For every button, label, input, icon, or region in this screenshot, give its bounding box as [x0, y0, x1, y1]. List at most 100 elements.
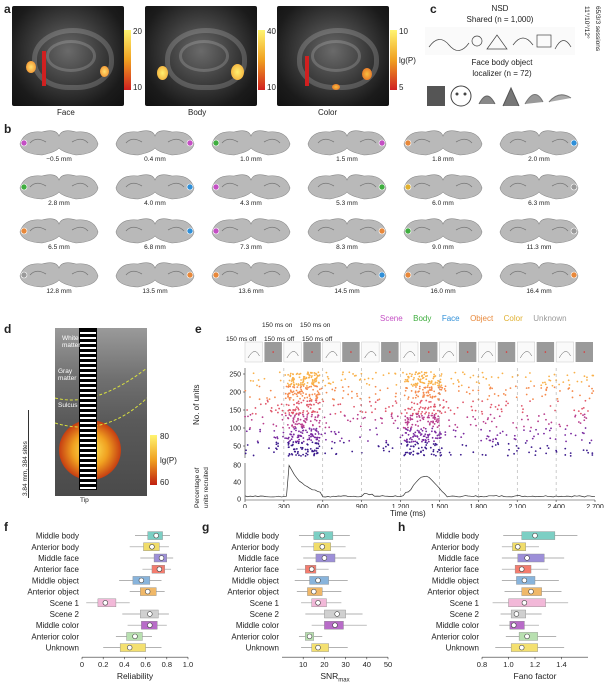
recording-site-marker — [20, 139, 28, 147]
category-label: Middle body — [436, 532, 479, 541]
category-label: Middle face — [238, 554, 279, 563]
coronal-slice: −0.5 mm — [16, 128, 102, 166]
stimulus-image — [244, 341, 263, 363]
median-marker — [145, 588, 151, 595]
category-label: Anterior color — [31, 632, 79, 641]
off-label-2: 150 ms off — [264, 336, 295, 343]
recording-site-marker — [378, 139, 386, 147]
median-marker — [519, 566, 525, 572]
recording-site-marker — [404, 183, 412, 191]
median-marker — [321, 555, 328, 561]
median-marker — [332, 622, 338, 628]
slice-position-label: 6.5 mm — [48, 244, 70, 251]
stimulus-image — [361, 341, 380, 363]
coronal-slice: 4.0 mm — [112, 172, 198, 210]
mri-face-map — [12, 6, 124, 106]
median-marker — [524, 555, 530, 561]
stimulus-image — [517, 341, 535, 363]
slice-position-label: 16.0 mm — [430, 288, 456, 295]
xtick-label: 1.0 — [183, 660, 193, 669]
category-label: Middle object — [32, 576, 80, 585]
median-marker — [319, 544, 325, 550]
stimulus-image — [478, 341, 496, 363]
label-white-matter: White matter — [62, 335, 81, 349]
map-label-body: Body — [188, 108, 207, 117]
xtick-label: 0 — [80, 660, 84, 669]
localizer-subtitle: localizer (n = 72) — [472, 69, 532, 78]
category-label: Scene 2 — [50, 610, 80, 619]
coronal-slice: 6.8 mm — [112, 216, 198, 254]
raster-ytick: 100 — [229, 426, 241, 433]
legend-scene: Scene — [380, 314, 403, 323]
xtick-label: 0.8 — [162, 660, 172, 669]
panel-label-c: c — [430, 2, 437, 16]
category-label: Anterior face — [234, 565, 280, 574]
xtick-label: 0.2 — [98, 660, 108, 669]
xtick-label: 1.0 — [503, 660, 513, 669]
xtick-label: 0.4 — [119, 660, 129, 669]
coronal-slice: 13.6 mm — [208, 260, 294, 298]
median-marker — [315, 600, 321, 606]
stimulus-image — [322, 341, 341, 363]
category-label: Middle body — [236, 532, 279, 541]
colorbar-probe-max: 80 — [160, 432, 169, 441]
category-label: Anterior object — [227, 588, 279, 597]
legend-face: Face — [441, 314, 460, 323]
recording-site-marker — [570, 271, 578, 279]
panel-label-b: b — [4, 122, 12, 136]
slice-position-label: 16.4 mm — [526, 288, 552, 295]
category-label: Scene 2 — [450, 610, 480, 619]
median-marker — [147, 611, 153, 617]
median-marker — [311, 588, 317, 595]
xtick-label: 10 — [299, 660, 307, 669]
recording-site-marker — [570, 139, 578, 147]
category-label: Scene 2 — [250, 610, 280, 619]
category-label: Anterior body — [31, 543, 79, 552]
coronal-slice: 2.8 mm — [16, 172, 102, 210]
colorbar-body-min: 10 — [267, 83, 276, 92]
stimulus-image — [439, 341, 458, 363]
category-label: Unknown — [46, 644, 79, 653]
xtick-label: 0.6 — [140, 660, 150, 669]
median-marker — [308, 566, 315, 572]
slice-position-label: −0.5 mm — [46, 156, 72, 163]
axis-xlabel: SNRmax — [320, 671, 349, 684]
map-label-face: Face — [57, 108, 75, 117]
on-label-1: 150 ms on — [262, 322, 293, 329]
slice-position-label: 13.6 mm — [238, 288, 264, 295]
coronal-slice: 6.0 mm — [400, 172, 486, 210]
median-marker — [315, 577, 321, 584]
off-label-1: 150 ms off — [226, 336, 257, 343]
slice-position-label: 6.8 mm — [144, 244, 166, 251]
coronal-slice: 8.3 mm — [304, 216, 390, 254]
slice-position-label: 4.3 mm — [240, 200, 262, 207]
median-marker — [532, 532, 538, 539]
recruit-ytick: 0 — [237, 497, 241, 504]
median-marker — [524, 633, 530, 640]
category-label: Middle object — [232, 576, 280, 585]
slice-position-label: 14.5 mm — [334, 288, 360, 295]
median-marker — [147, 622, 153, 628]
panel-label-f: f — [4, 520, 8, 534]
recruitment-trace — [244, 464, 596, 498]
colorbar-color-unit: lg(P) — [399, 56, 416, 65]
box — [119, 643, 146, 652]
localizer-title: Face body object — [471, 58, 533, 67]
recording-site-marker — [186, 139, 194, 147]
median-marker — [513, 611, 520, 617]
raster-xtick: 1,200 — [392, 504, 410, 508]
xtick-label: 20 — [320, 660, 328, 669]
slice-position-label: 6.3 mm — [528, 200, 550, 207]
session-info-2: 65/3/3 sessions — [594, 6, 601, 52]
colorbar-face-max: 20 — [133, 27, 142, 36]
category-label: Unknown — [246, 644, 279, 653]
median-marker — [153, 532, 159, 539]
label-gray-matter: Gray matter — [58, 368, 77, 382]
boxplot-reliability: Middle body Anterior body Middle face Anter… — [27, 531, 193, 681]
recording-site-marker — [378, 271, 386, 279]
category-label: Unknown — [446, 644, 479, 653]
category-label: Scene 1 — [250, 599, 280, 608]
slice-position-label: 0.4 mm — [144, 156, 166, 163]
median-marker — [132, 633, 138, 640]
category-label: Anterior object — [427, 588, 479, 597]
